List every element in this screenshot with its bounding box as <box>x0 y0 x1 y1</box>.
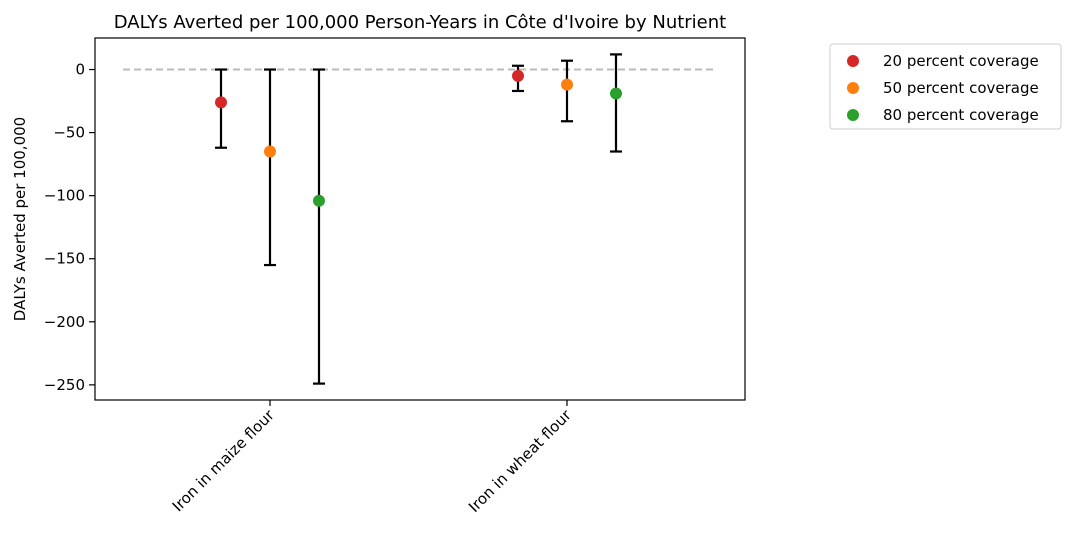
y-tick-label: −150 <box>44 250 85 268</box>
y-tick-label: −200 <box>44 313 85 331</box>
legend-label: 80 percent coverage <box>883 106 1039 124</box>
legend-label: 20 percent coverage <box>883 52 1039 70</box>
data-point <box>264 145 276 158</box>
data-point <box>610 87 622 100</box>
legend-marker <box>847 55 859 67</box>
y-tick-label: −100 <box>44 187 85 205</box>
data-point <box>313 194 325 207</box>
data-point <box>512 69 524 82</box>
legend-marker <box>847 109 859 121</box>
data-point <box>561 78 573 91</box>
y-tick-label: −250 <box>44 376 85 394</box>
y-axis-label: DALYs Averted per 100,000 <box>11 117 29 321</box>
data-point <box>215 96 227 109</box>
x-tick-label: Iron in wheat flour <box>465 406 575 516</box>
plot-area <box>123 53 717 385</box>
y-tick-label: −50 <box>53 124 85 142</box>
legend-box <box>829 43 1062 130</box>
legend-marker <box>847 82 859 94</box>
plot-frame <box>94 37 746 401</box>
legend-label: 50 percent coverage <box>883 79 1039 97</box>
legend: 20 percent coverage 50 percent coverage 80… <box>829 43 1062 130</box>
axes: 0 −50 −100 −150 −200 −250 Iron in maize flour I… <box>44 61 576 516</box>
y-tick-label: 0 <box>75 61 85 79</box>
x-tick-label: Iron in maize flour <box>169 406 279 516</box>
chart-title: DALYs Averted per 100,000 Person-Years i… <box>114 12 726 33</box>
